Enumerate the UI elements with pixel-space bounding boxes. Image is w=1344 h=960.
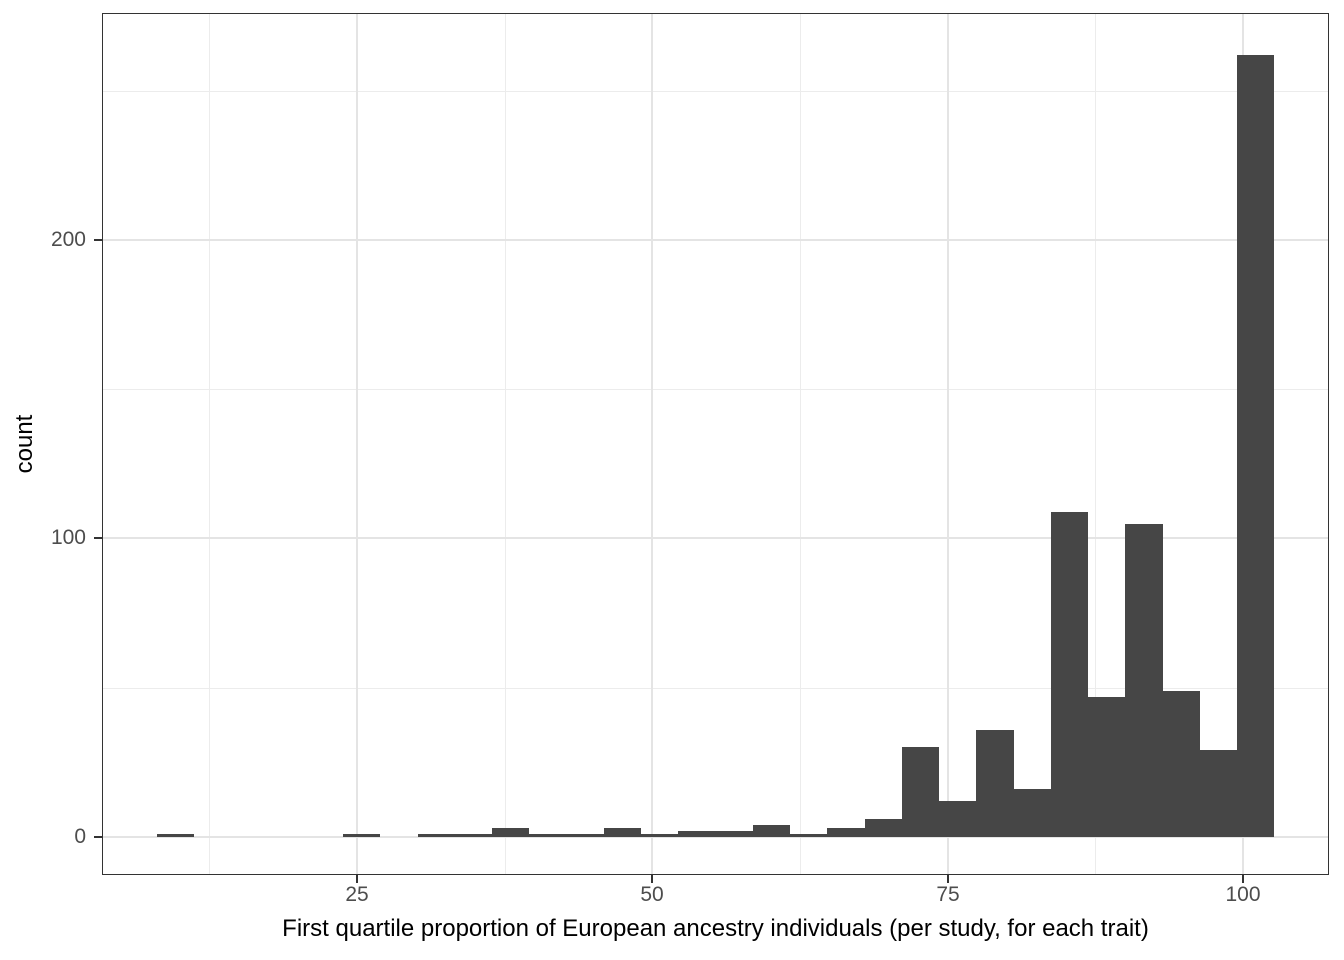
x-tick-label: 100 — [1225, 883, 1261, 906]
y-tick-label: 200 — [50, 228, 86, 251]
x-axis-tick-mark — [1242, 875, 1244, 883]
x-tick-label: 75 — [936, 883, 960, 906]
y-tick-label: 0 — [74, 825, 86, 848]
y-axis-tick-mark — [94, 239, 102, 241]
x-axis-tick-mark — [947, 875, 949, 883]
y-tick-label: 100 — [50, 526, 86, 549]
x-axis-tick-mark — [356, 875, 358, 883]
y-axis-tick-mark — [94, 836, 102, 838]
x-axis-title: First quartile proportion of European an… — [282, 915, 1149, 942]
y-axis-title: count — [11, 414, 38, 474]
plot-panel — [103, 14, 1328, 874]
x-tick-label: 50 — [640, 883, 664, 906]
x-axis-tick-mark — [651, 875, 653, 883]
y-axis-tick-mark — [94, 537, 102, 539]
x-tick-label: 25 — [345, 883, 369, 906]
